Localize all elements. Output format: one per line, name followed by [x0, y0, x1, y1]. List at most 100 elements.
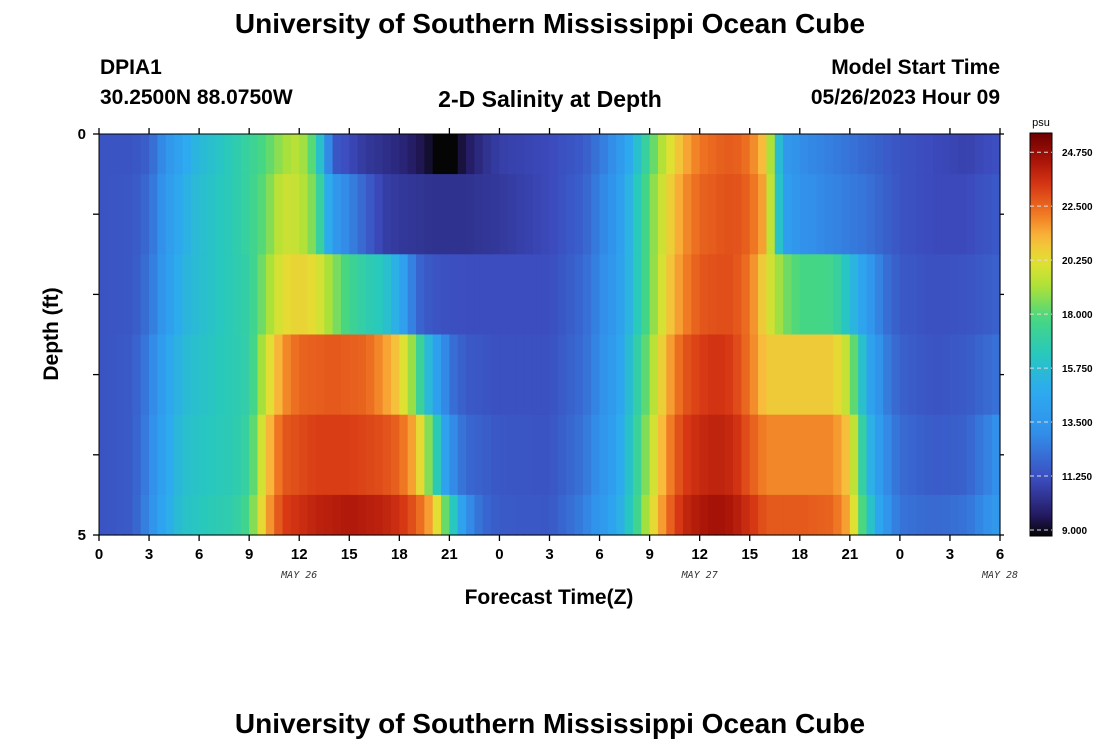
heatmap-cell — [566, 494, 576, 536]
heatmap-cell — [257, 174, 267, 255]
heatmap-cell — [657, 494, 667, 536]
heatmap-cell — [958, 254, 968, 336]
heatmap-cell — [916, 414, 926, 496]
heatmap-cell — [374, 494, 384, 536]
heatmap-cell — [874, 414, 884, 496]
heatmap-cell — [682, 414, 692, 496]
heatmap-cell — [574, 174, 584, 255]
heatmap-cell — [908, 414, 918, 496]
heatmap-cell — [307, 134, 317, 175]
page-title: University of Southern Mississippi Ocean… — [234, 8, 866, 39]
heatmap-cell — [524, 414, 534, 496]
heatmap-cell — [741, 134, 751, 175]
heatmap-cell — [758, 494, 767, 536]
heatmap-cell — [958, 174, 968, 255]
heatmap-cell — [924, 494, 934, 536]
heatmap-cell — [791, 174, 801, 255]
heatmap-cell — [416, 254, 425, 336]
heatmap-cell — [382, 334, 392, 416]
heatmap-cell — [899, 414, 909, 496]
heatmap-cell — [215, 334, 225, 416]
heatmap-cell — [916, 134, 926, 175]
heatmap-cell — [766, 494, 776, 536]
heatmap-cell — [407, 494, 417, 536]
heatmap-cell — [641, 414, 651, 496]
heatmap-cell — [766, 174, 776, 255]
heatmap-cell — [299, 334, 309, 416]
heatmap-cell — [457, 494, 467, 536]
heatmap-cell — [207, 414, 217, 496]
heatmap-cell — [466, 414, 476, 496]
heatmap-cell — [541, 254, 551, 336]
heatmap-cell — [441, 174, 450, 255]
heatmap-cell — [883, 134, 893, 175]
heatmap-cell — [724, 134, 734, 175]
heatmap-cell — [491, 414, 501, 496]
heatmap-cell — [340, 254, 350, 336]
heatmap-cell — [574, 334, 584, 416]
heatmap-cell — [699, 174, 709, 255]
heatmap-cell — [816, 414, 826, 496]
heatmap-cell — [416, 334, 425, 416]
heatmap-cell — [257, 254, 267, 336]
heatmap-cell — [532, 174, 542, 255]
heatmap-cell — [107, 174, 117, 255]
heatmap-cell — [966, 334, 976, 416]
heatmap-cell — [190, 494, 200, 536]
heatmap-cell — [507, 174, 517, 255]
heatmap-cell — [399, 494, 409, 536]
heatmap-cell — [666, 334, 676, 416]
heatmap-cell — [115, 334, 125, 416]
heatmap-cell — [332, 134, 342, 175]
heatmap-cell — [349, 174, 359, 255]
model-start-label: Model Start Time — [831, 56, 1000, 79]
heatmap-cell — [224, 334, 234, 416]
heatmap-cell — [232, 134, 242, 175]
heatmap-cell — [924, 334, 934, 416]
heatmap-cell — [340, 334, 350, 416]
heatmap-cell — [591, 254, 601, 336]
heatmap-cell — [357, 174, 367, 255]
heatmap-cell — [649, 254, 659, 336]
colorbar-tick-label: 24.750 — [1062, 148, 1093, 159]
heatmap-cell — [808, 494, 818, 536]
heatmap-cell — [516, 254, 526, 336]
heatmap-cell — [866, 254, 876, 336]
heatmap-cell — [140, 414, 150, 496]
heatmap-cell — [641, 134, 651, 175]
heatmap-cell — [682, 174, 692, 255]
heatmap-cell — [357, 414, 367, 496]
heatmap-cell — [632, 254, 642, 336]
heatmap-cell — [491, 254, 501, 336]
heatmap-cell — [657, 414, 667, 496]
x-tick-label: 9 — [645, 546, 653, 563]
heatmap-cell — [482, 334, 492, 416]
heatmap-cell — [474, 494, 484, 536]
heatmap-cell — [849, 174, 859, 255]
heatmap-cell — [974, 134, 984, 175]
heatmap-cell — [499, 174, 509, 255]
heatmap-cell — [774, 334, 784, 416]
heatmap-cell — [449, 254, 459, 336]
heatmap-cell — [858, 134, 868, 175]
heatmap-cell — [824, 134, 834, 175]
heatmap-cell — [824, 254, 834, 336]
heatmap-cell — [232, 494, 242, 536]
x-tick-label: 3 — [145, 546, 153, 563]
heatmap-cell — [716, 174, 726, 255]
heatmap-cell — [307, 254, 317, 336]
heatmap-cell — [574, 134, 584, 175]
heatmap-cell — [749, 334, 759, 416]
heatmap-cell — [883, 414, 893, 496]
heatmap-cell — [958, 414, 968, 496]
heatmap-cell — [824, 174, 834, 255]
colorbar-tick-label: 15.750 — [1062, 364, 1093, 375]
heatmap-cell — [182, 134, 192, 175]
heatmap-cell — [307, 414, 317, 496]
heatmap-cell — [866, 414, 876, 496]
heatmap-cell — [299, 134, 309, 175]
heatmap-cell — [908, 134, 918, 175]
heatmap-cell — [374, 254, 384, 336]
heatmap-cell — [849, 334, 859, 416]
heatmap-cell — [149, 334, 158, 416]
